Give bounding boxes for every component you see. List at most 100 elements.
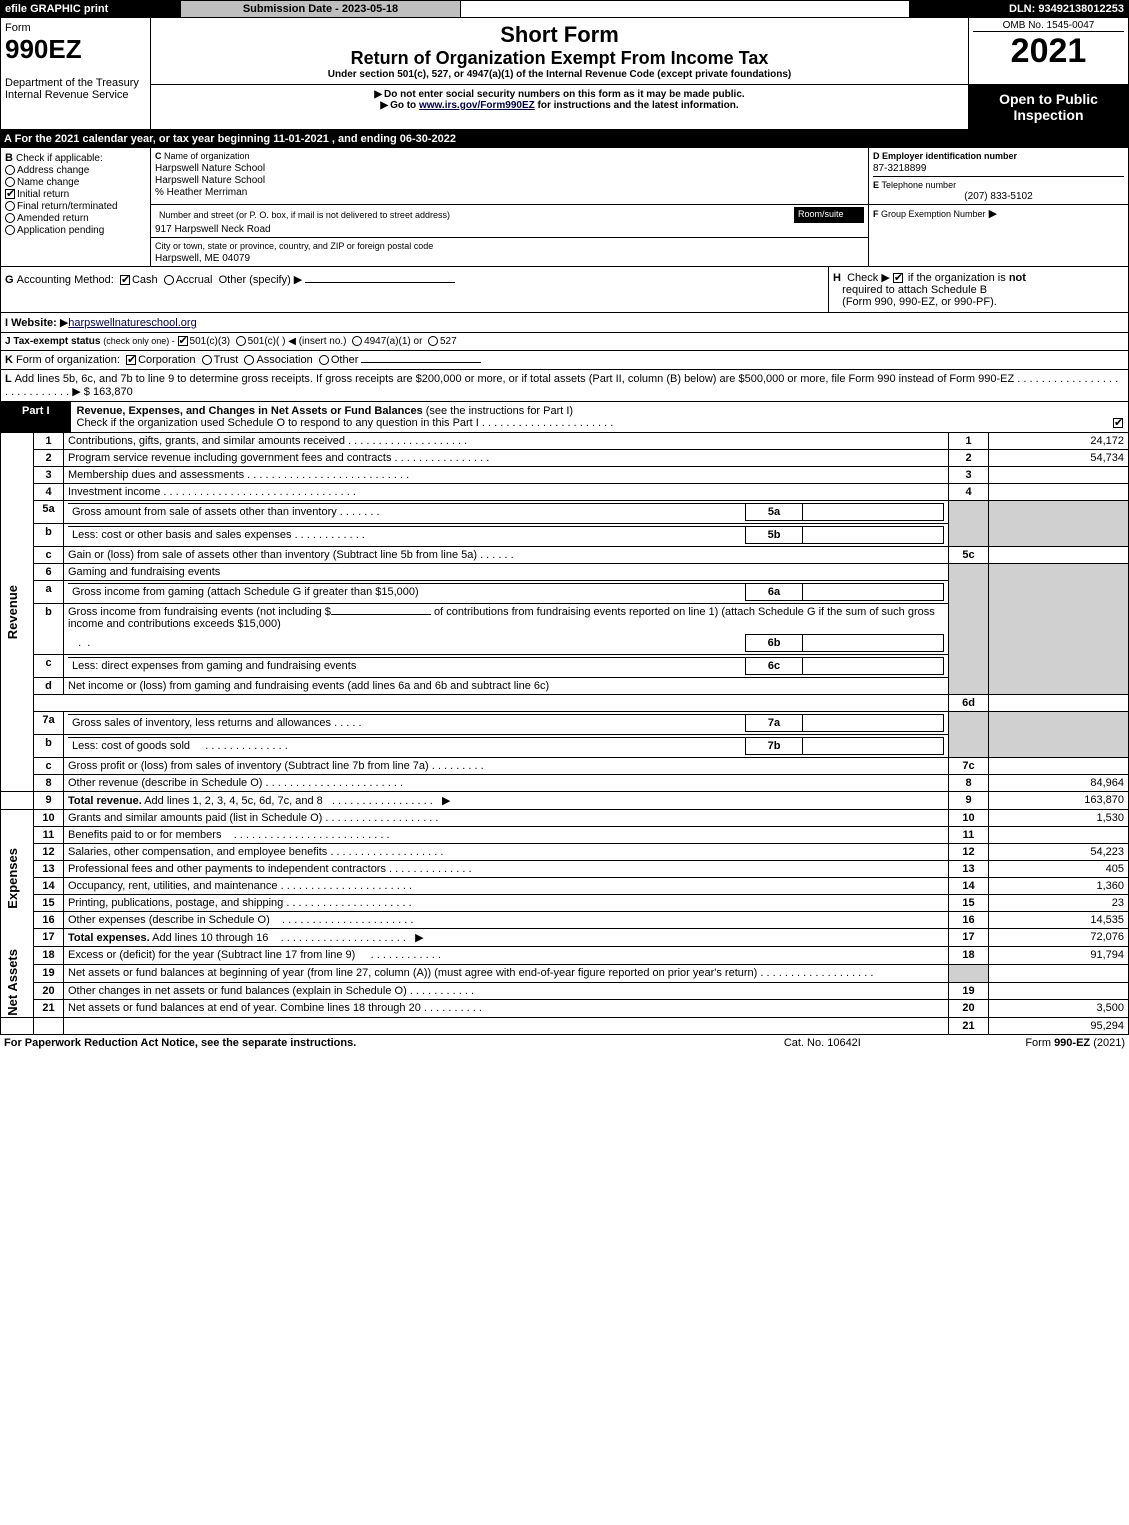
line-6c-value: [802, 658, 943, 675]
tax-year: 2021: [973, 32, 1124, 71]
501c3-check[interactable]: [178, 336, 188, 346]
part1-heading: Revenue, Expenses, and Changes in Net As…: [77, 405, 423, 417]
page-footer: For Paperwork Reduction Act Notice, see …: [0, 1035, 1129, 1051]
street-value: 917 Harpswell Neck Road: [155, 224, 271, 235]
part1-table: Revenue 1 Contributions, gifts, grants, …: [0, 432, 1129, 1035]
l-row: L Add lines 5b, 6c, and 7b to line 9 to …: [0, 369, 1129, 401]
line-5c-value: [989, 547, 1129, 564]
submission-date: Submission Date - 2023-05-18: [181, 1, 461, 18]
line-4-value: [989, 484, 1129, 501]
501c-check[interactable]: [236, 336, 246, 346]
line-19-shade: [989, 964, 1129, 982]
line-12-value: 54,223: [989, 844, 1129, 861]
527-check[interactable]: [428, 336, 438, 346]
schedule-o-check[interactable]: [1113, 418, 1123, 428]
cash-check[interactable]: [120, 275, 130, 285]
corp-check[interactable]: [126, 355, 136, 365]
c-label: Name of organization: [164, 151, 250, 161]
final-return-check[interactable]: [5, 201, 15, 211]
trust-check[interactable]: [202, 355, 212, 365]
line-14-value: 1,360: [989, 878, 1129, 895]
irs-link[interactable]: www.irs.gov/Form990EZ: [419, 100, 535, 111]
street-label: Number and street (or P. O. box, if mail…: [159, 210, 450, 220]
4947-check[interactable]: [352, 336, 362, 346]
g-h-row: G Accounting Method: Cash Accrual Other …: [0, 266, 1129, 312]
city-label: City or town, state or province, country…: [155, 241, 433, 251]
netassets-section-label: Net Assets: [5, 949, 29, 1016]
short-form-title: Short Form: [159, 22, 960, 48]
ein-value: 87-3218899: [873, 163, 926, 174]
line-8-value: 84,964: [989, 775, 1129, 792]
b-label: Check if applicable:: [16, 153, 103, 164]
assoc-check[interactable]: [244, 355, 254, 365]
other-method-input[interactable]: [305, 282, 455, 283]
line-3-value: [989, 467, 1129, 484]
city-value: Harpswell, ME 04079: [155, 253, 250, 264]
other-org-input[interactable]: [361, 362, 481, 363]
line-13-value: 405: [989, 861, 1129, 878]
paperwork-notice: For Paperwork Reduction Act Notice, see …: [0, 1035, 736, 1051]
address-change-check[interactable]: [5, 165, 15, 175]
j-row: J Tax-exempt status (check only one) - 5…: [0, 332, 1129, 350]
form-label: Form: [5, 22, 31, 34]
amended-check[interactable]: [5, 213, 15, 223]
phone-value: (207) 833-5102: [873, 191, 1124, 202]
org-info-block: B Check if applicable: Address change Na…: [0, 148, 1129, 266]
line-6a-value: [802, 584, 943, 601]
pending-check[interactable]: [5, 225, 15, 235]
i-row: I Website: ▶harpswellnatureschool.org: [0, 312, 1129, 332]
line-15-value: 23: [989, 895, 1129, 912]
dept-line2: Internal Revenue Service: [5, 89, 129, 101]
part1-header: Part I Revenue, Expenses, and Changes in…: [0, 401, 1129, 432]
line-20-value: 3,500: [989, 1000, 1129, 1018]
line-10-value: 1,530: [989, 810, 1129, 827]
main-title: Return of Organization Exempt From Incom…: [159, 48, 960, 69]
form-header: Form 990EZ Department of the Treasury In…: [0, 17, 1129, 129]
d-label: Employer identification number: [882, 151, 1017, 161]
dln-label: DLN: 93492138012253: [909, 1, 1129, 18]
org-care-of: % Heather Merriman: [155, 187, 247, 198]
line-21-value: 95,294: [989, 1018, 1129, 1035]
line-5a-value: [802, 504, 943, 521]
cat-number: Cat. No. 10642I: [736, 1035, 910, 1051]
name-change-check[interactable]: [5, 177, 15, 187]
omb-number: OMB No. 1545-0047: [973, 20, 1124, 32]
org-name-1: Harpswell Nature School: [155, 163, 265, 174]
line-16-value: 14,535: [989, 912, 1129, 929]
top-bar: efile GRAPHIC print Submission Date - 20…: [0, 0, 1129, 17]
open-public-inspection: Open to Public Inspection: [969, 85, 1129, 130]
website-link[interactable]: harpswellnatureschool.org: [68, 317, 196, 329]
efile-label[interactable]: efile GRAPHIC print: [1, 1, 181, 18]
line-18-value: 91,794: [989, 947, 1129, 965]
other-org-check[interactable]: [319, 355, 329, 365]
line-5b-value: [802, 527, 943, 544]
line-11-value: [989, 827, 1129, 844]
6b-contrib-input[interactable]: [331, 614, 431, 615]
line-19-value: [989, 982, 1129, 1000]
warning-1: Do not enter social security numbers on …: [155, 89, 964, 100]
k-row: K Form of organization: Corporation Trus…: [0, 350, 1129, 369]
section-a: A For the 2021 calendar year, or tax yea…: [0, 129, 1129, 148]
line-9-value: 163,870: [989, 792, 1129, 810]
tax-year-range: For the 2021 calendar year, or tax year …: [15, 133, 456, 145]
line-1-value: 24,172: [989, 433, 1129, 450]
form-number: 990EZ: [5, 34, 82, 64]
subtitle: Under section 501(c), 527, or 4947(a)(1)…: [159, 69, 960, 80]
line-2-value: 54,734: [989, 450, 1129, 467]
line-6b-value: [802, 635, 943, 652]
initial-return-check[interactable]: [5, 189, 15, 199]
line-7c-value: [989, 758, 1129, 775]
e-label: Telephone number: [882, 180, 957, 190]
h-check[interactable]: [893, 273, 903, 283]
expenses-section-label: Expenses: [5, 848, 29, 909]
gross-receipts-value: $ 163,870: [84, 386, 133, 398]
line-17-value: 72,076: [989, 929, 1129, 947]
org-name-2: Harpswell Nature School: [155, 175, 265, 186]
f-label: Group Exemption Number: [881, 209, 986, 219]
part1-label: Part I: [1, 402, 71, 433]
accrual-check[interactable]: [164, 275, 174, 285]
line-6d-value: [989, 695, 1129, 712]
dept-line1: Department of the Treasury: [5, 77, 139, 89]
line-7a-value: [802, 715, 943, 732]
line-7b-value: [802, 738, 943, 755]
